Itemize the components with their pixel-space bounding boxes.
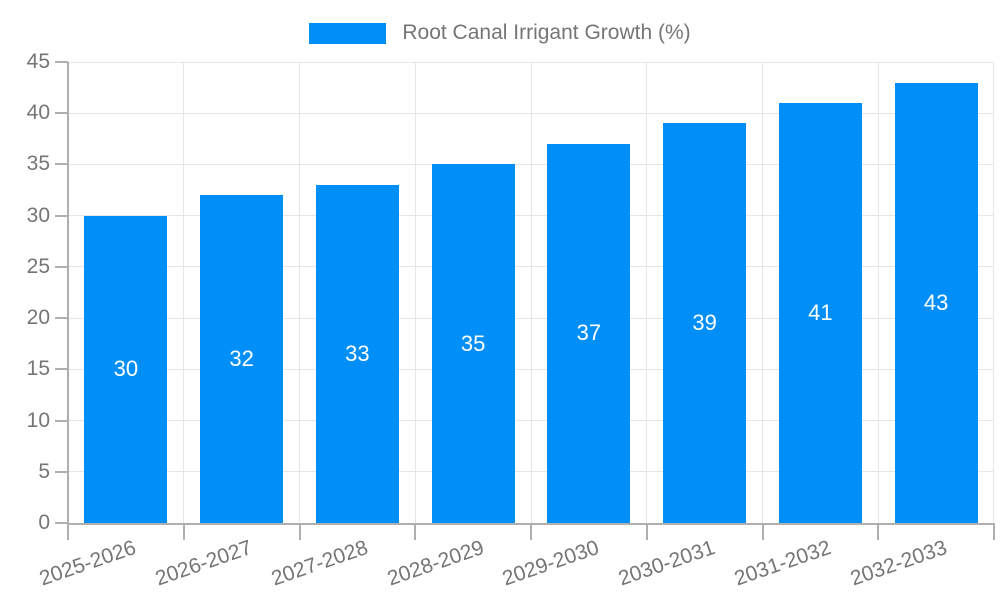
x-tick-label: 2026-2027: [152, 536, 256, 591]
bar-value-label: 43: [923, 289, 949, 315]
y-axis-tick: [55, 265, 68, 268]
x-axis-tick: [182, 523, 185, 540]
bar[interactable]: [547, 143, 631, 523]
legend-label: Root Canal Irrigant Growth (%): [402, 21, 691, 44]
bar[interactable]: [315, 184, 399, 523]
bar[interactable]: [663, 123, 747, 523]
x-tick-label: 2025-2026: [36, 536, 140, 591]
bar-value-label: 41: [808, 299, 833, 325]
y-axis-tick: [55, 522, 68, 524]
bar-value-label: 30: [113, 356, 139, 382]
plot-area: 30 32 33 35 37 39 41 43: [68, 62, 994, 523]
x-axis-tick: [67, 523, 69, 540]
bar-value-label: 39: [692, 310, 717, 336]
y-tick-label: 10: [26, 408, 50, 432]
y-axis-tick: [55, 419, 68, 422]
gridline-vertical: [993, 62, 994, 523]
y-tick-label: 15: [26, 357, 50, 381]
y-tick-label: 25: [26, 254, 50, 278]
bar-value-label: 35: [460, 330, 486, 356]
y-axis-tick: [55, 61, 68, 63]
gridline-vertical: [762, 62, 763, 523]
bar[interactable]: [200, 195, 284, 523]
bar-value-label: 37: [576, 320, 602, 346]
x-axis-tick: [645, 523, 648, 540]
y-tick-label: 5: [38, 459, 50, 483]
x-tick-label: 2030-2031: [615, 536, 719, 591]
y-tick-label: 35: [26, 152, 50, 176]
legend[interactable]: Root Canal Irrigant Growth (%): [0, 16, 1000, 50]
y-tick-label: 45: [26, 50, 50, 73]
x-axis-tick: [298, 523, 301, 540]
bar[interactable]: [84, 215, 168, 523]
x-tick-label: 2032-2033: [847, 536, 950, 591]
y-tick-label: 40: [26, 101, 50, 125]
y-tick-label: 20: [26, 306, 50, 330]
bar-value-label: 33: [345, 340, 370, 366]
y-axis-tick: [55, 112, 68, 115]
gridline-vertical: [183, 62, 185, 523]
y-axis-tick: [55, 317, 68, 320]
bar[interactable]: [431, 164, 515, 523]
x-axis-tick: [993, 523, 995, 540]
x-axis-tick: [530, 523, 532, 540]
gridline-vertical: [414, 62, 416, 523]
x-tick-label: 2028-2029: [384, 536, 487, 591]
bar[interactable]: [894, 82, 978, 523]
x-axis-tick: [877, 523, 880, 540]
y-axis-line: [67, 62, 69, 524]
legend-swatch: [309, 22, 387, 44]
x-tick-label: 2029-2030: [499, 536, 603, 591]
y-axis-tick: [55, 214, 68, 217]
bar-value-label: 32: [229, 346, 254, 372]
y-axis-tick: [55, 163, 68, 166]
y-axis-tick: [55, 368, 68, 371]
x-axis-tick: [761, 523, 764, 540]
y-axis-tick: [55, 470, 68, 473]
x-axis-tick: [414, 523, 417, 540]
bar[interactable]: [778, 102, 862, 523]
x-tick-label: 2027-2028: [268, 536, 371, 591]
gridline-vertical: [646, 62, 648, 523]
gridline-vertical: [877, 62, 879, 523]
gridline-vertical: [299, 62, 300, 523]
x-tick-label: 2031-2032: [731, 536, 834, 591]
y-tick-label: 0: [38, 511, 50, 534]
y-tick-label: 30: [26, 203, 50, 227]
gridline-vertical: [530, 62, 532, 523]
